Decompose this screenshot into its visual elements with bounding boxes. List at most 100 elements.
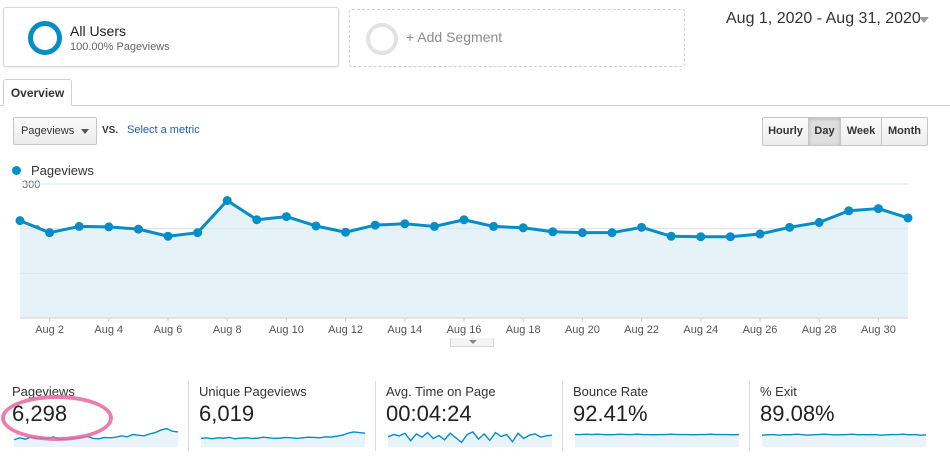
data-point[interactable]	[785, 222, 795, 232]
data-point[interactable]	[489, 221, 499, 231]
add-segment-button[interactable]: + Add Segment	[349, 9, 685, 67]
sparkline-line	[200, 431, 366, 440]
data-point[interactable]	[577, 228, 587, 238]
scorecard-value: 89.08%	[760, 401, 835, 426]
data-point[interactable]	[252, 215, 262, 225]
data-point[interactable]	[193, 228, 203, 238]
add-segment-label: + Add Segment	[406, 29, 503, 45]
scorecard-bounce-rate[interactable]: Bounce Rate 92.41%	[573, 381, 741, 451]
scorecard-unique-pageviews[interactable]: Unique Pageviews 6,019	[199, 381, 367, 451]
sparkline	[575, 433, 740, 447]
select-metric-link[interactable]: Select a metric	[127, 124, 200, 136]
segment-subtitle: 100.00% Pageviews	[70, 41, 170, 53]
data-point[interactable]	[696, 232, 706, 242]
hourly-button[interactable]: Hourly	[763, 118, 809, 145]
data-point[interactable]	[311, 221, 321, 231]
data-point[interactable]	[281, 212, 291, 222]
data-point[interactable]	[370, 220, 380, 230]
data-point[interactable]	[725, 232, 735, 242]
sparkline-area	[575, 434, 739, 447]
x-tick-label: Aug 8	[213, 324, 242, 336]
scorecard-exit[interactable]: % Exit 89.08%	[760, 381, 928, 451]
data-point[interactable]	[15, 216, 25, 226]
metric-dropdown[interactable]: Pageviews	[13, 117, 97, 145]
sparkline-area	[762, 434, 926, 447]
chevron-down-icon	[81, 129, 89, 134]
segment-title: All Users	[70, 23, 127, 39]
sparkline	[200, 431, 366, 447]
data-point[interactable]	[45, 228, 55, 238]
sparkline	[761, 433, 927, 447]
scorecard-divider	[562, 381, 563, 451]
legend-label: Pageviews	[31, 163, 94, 178]
data-point[interactable]	[222, 196, 232, 206]
caret-down-icon	[469, 340, 477, 344]
vs-label: VS.	[102, 125, 119, 136]
data-point[interactable]	[74, 221, 84, 231]
x-tick-label: Aug 28	[802, 324, 837, 336]
x-tick-label: Aug 18	[506, 324, 541, 336]
sparkline	[387, 431, 553, 447]
metric-dropdown-label: Pageviews	[21, 125, 75, 137]
x-tick-label: Aug 20	[565, 324, 600, 336]
scorecard-divider	[375, 381, 376, 451]
data-point[interactable]	[429, 221, 439, 231]
sparkline-area	[14, 428, 178, 447]
data-point[interactable]	[133, 224, 143, 234]
data-point[interactable]	[341, 227, 351, 237]
data-point[interactable]	[844, 206, 854, 216]
scorecard-divider	[188, 381, 189, 451]
x-tick-label: Aug 22	[624, 324, 659, 336]
x-tick-label: Aug 12	[328, 324, 363, 336]
scorecard-avg-time-on-page[interactable]: Avg. Time on Page 00:04:24	[386, 381, 554, 451]
scorecard-label: Avg. Time on Page	[386, 384, 496, 399]
data-point[interactable]	[548, 227, 558, 237]
scorecard-value: 92.41%	[573, 401, 648, 426]
scorecard-label: % Exit	[760, 384, 797, 399]
sparkline-line	[575, 433, 740, 436]
data-point[interactable]	[104, 222, 114, 232]
legend-dot-icon	[12, 166, 21, 175]
segment-card-all-users[interactable]: All Users 100.00% Pageviews	[3, 7, 339, 67]
y-tick-label: 300	[22, 180, 40, 191]
data-point[interactable]	[903, 213, 913, 223]
sparkline-area	[388, 431, 552, 447]
scorecard-value: 6,019	[199, 401, 255, 426]
month-button[interactable]: Month	[882, 118, 927, 145]
x-tick-label: Aug 2	[35, 324, 64, 336]
tab-divider	[0, 105, 950, 106]
x-tick-label: Aug 24	[683, 324, 718, 336]
data-point[interactable]	[666, 231, 676, 241]
data-point[interactable]	[814, 217, 824, 227]
data-point[interactable]	[873, 204, 883, 214]
x-tick-label: Aug 4	[94, 324, 123, 336]
date-range-picker[interactable]: Aug 1, 2020 - Aug 31, 2020	[726, 10, 921, 27]
day-button[interactable]: Day	[809, 118, 841, 145]
x-tick-label: Aug 10	[269, 324, 304, 336]
data-point[interactable]	[637, 222, 647, 232]
granularity-button-group: Hourly Day Week Month	[762, 117, 928, 146]
week-button[interactable]: Week	[841, 118, 882, 145]
x-tick-label: Aug 6	[154, 324, 183, 336]
scorecard-divider	[749, 381, 750, 451]
segment-ring-icon	[28, 21, 62, 55]
sparkline-line	[761, 433, 927, 436]
data-point[interactable]	[459, 215, 469, 225]
date-range-caret-icon[interactable]	[919, 17, 929, 23]
scorecard-value: 00:04:24	[386, 401, 472, 426]
scorecard-label: Unique Pageviews	[199, 384, 307, 399]
empty-segment-ring-icon	[366, 23, 398, 55]
highlight-circle-annotation	[1, 395, 113, 441]
tab-overview[interactable]: Overview	[3, 79, 72, 106]
data-point[interactable]	[755, 229, 765, 239]
sparkline-line	[387, 431, 553, 444]
data-point[interactable]	[518, 223, 528, 233]
sparkline-area	[201, 431, 365, 447]
data-point[interactable]	[400, 219, 410, 229]
x-tick-label: Aug 14	[387, 324, 422, 336]
data-point[interactable]	[607, 228, 617, 238]
x-tick-label: Aug 30	[861, 324, 896, 336]
data-point[interactable]	[163, 231, 173, 241]
chart-collapse-toggle[interactable]	[450, 338, 494, 347]
